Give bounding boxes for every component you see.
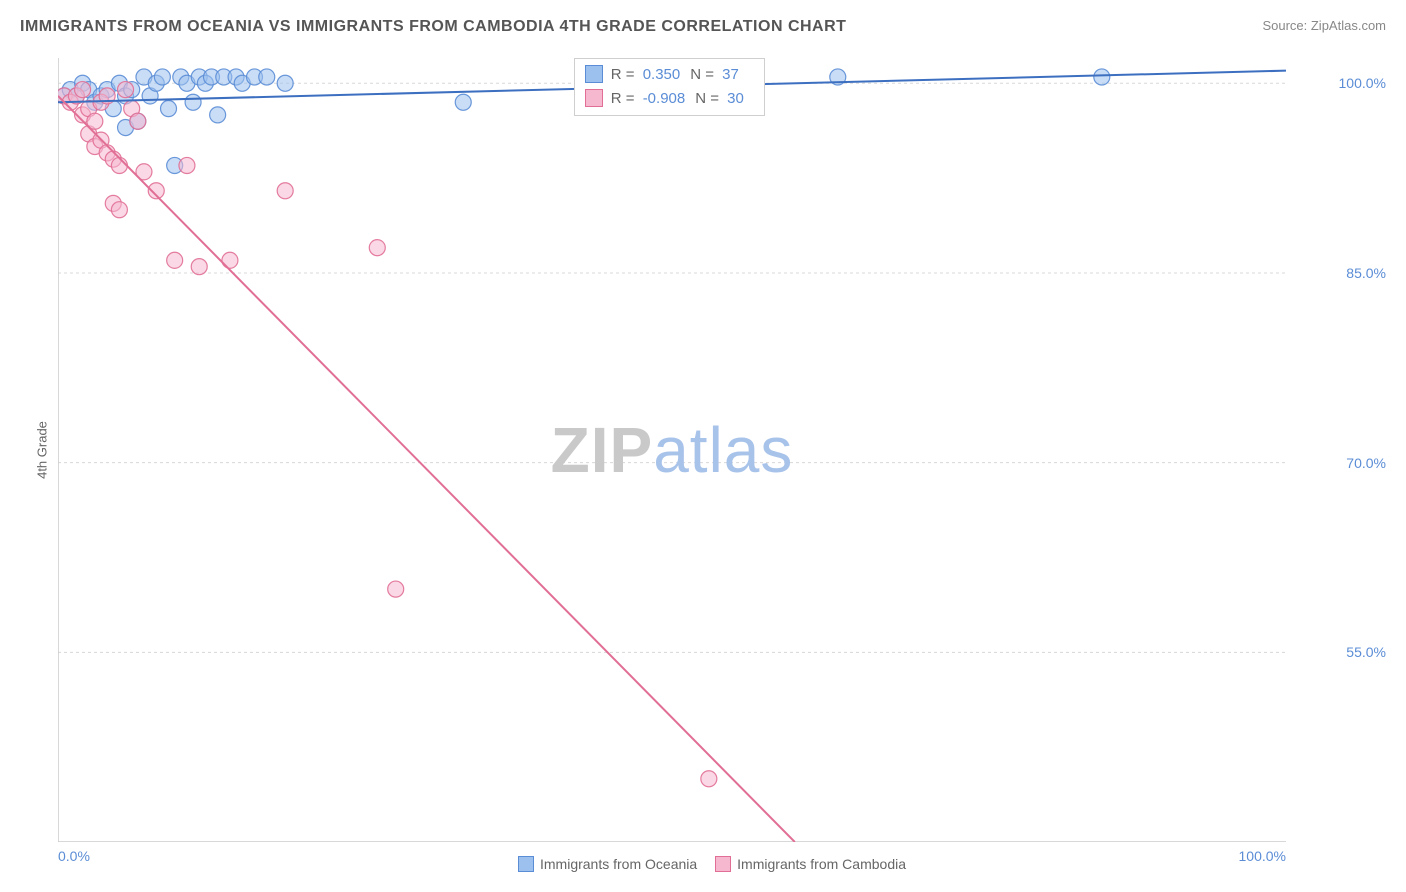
y-tick-label: 55.0% <box>1296 644 1386 660</box>
bottom-legend: Immigrants from Oceania Immigrants from C… <box>0 856 1406 872</box>
correlation-chart-svg <box>58 58 1286 842</box>
y-axis-label: 4th Grade <box>34 421 49 479</box>
stats-legend-row: R = 0.350N = 37 <box>585 63 754 87</box>
legend-series-label: Immigrants from Cambodia <box>737 856 906 872</box>
source-label: Source: ZipAtlas.com <box>1262 18 1386 33</box>
chart-plot-area: ZIPatlas R = 0.350N = 37R = -0.908N = 30 <box>58 58 1286 842</box>
page-title: IMMIGRANTS FROM OCEANIA VS IMMIGRANTS FR… <box>20 18 846 35</box>
y-tick-label: 70.0% <box>1296 455 1386 471</box>
stats-legend-box: R = 0.350N = 37R = -0.908N = 30 <box>574 58 765 116</box>
legend-swatch-icon <box>715 856 731 872</box>
legend-swatch-icon <box>518 856 534 872</box>
legend-swatch-icon <box>585 89 603 107</box>
y-tick-label: 85.0% <box>1296 265 1386 281</box>
y-tick-label: 100.0% <box>1296 75 1386 91</box>
stats-legend-row: R = -0.908N = 30 <box>585 87 754 111</box>
legend-series-label: Immigrants from Oceania <box>540 856 697 872</box>
legend-swatch-icon <box>585 65 603 83</box>
